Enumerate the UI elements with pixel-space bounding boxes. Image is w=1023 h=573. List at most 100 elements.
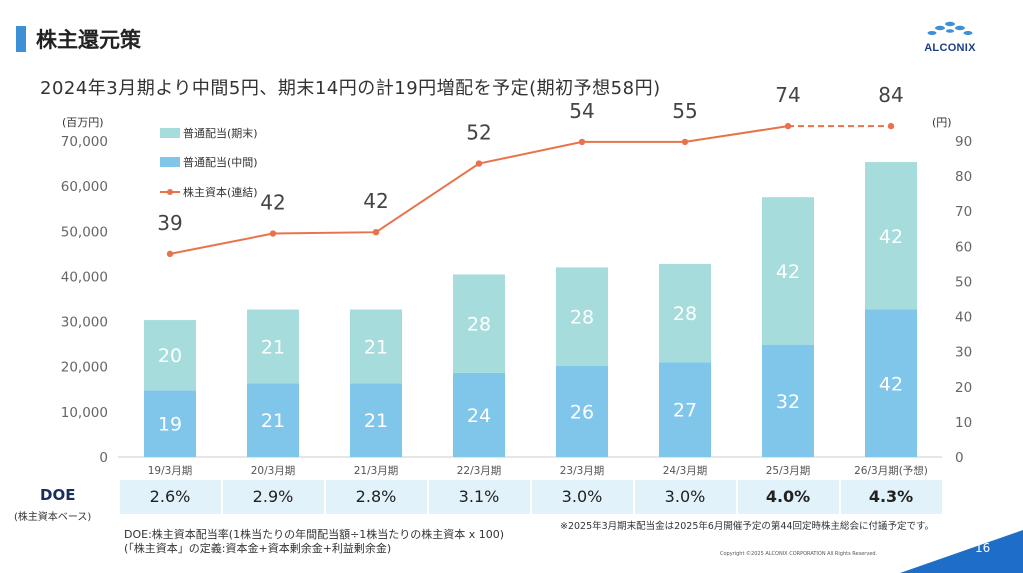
bar-year-end-dividend [659,263,711,363]
legend-entry: 普通配当(中間) [183,155,258,169]
page-subtitle: 2024年3月期より中間5円、期末14円の計19円増配を予定(期初予想58円) [40,78,661,99]
bar-interim-dividend [350,383,402,457]
x-axis-category-label: 23/3月期 [560,465,605,477]
left-axis-tick-label: 40,000 [61,269,108,285]
right-axis-tick-label: 40 [955,310,972,326]
equity-line-point [578,138,586,146]
left-axis-tick-label: 50,000 [61,224,108,240]
interim-dividend-label: 21 [364,410,388,432]
right-axis-tick-label: 0 [955,450,964,466]
left-axis-tick-label: 30,000 [61,315,108,331]
bar-interim-dividend [865,309,917,457]
page-corner-shape [900,530,1023,573]
right-axis-tick-label: 60 [955,239,972,255]
bar-interim-dividend [659,362,711,457]
left-axis-tick-label: 20,000 [61,360,108,376]
doe-sublabel: (株主資本ベース) [14,512,92,523]
bar-year-end-dividend [247,309,299,384]
x-axis-category-label: 20/3月期 [251,465,296,477]
left-axis-tick-label: 0 [99,450,108,466]
company-logo: ALCONIX [918,20,982,60]
x-axis-category-label: 22/3月期 [457,465,502,477]
logo-text: ALCONIX [924,42,976,54]
equity-line-point [166,250,174,258]
bar-year-end-dividend [865,162,917,310]
total-dividend-label: 54 [569,99,594,123]
legend-entry: 普通配当(期末) [183,126,258,140]
title-accent-bar [16,26,26,52]
bar-year-end-dividend [350,309,402,384]
bar-interim-dividend [762,344,814,457]
equity-line-point [681,138,689,146]
bar-interim-dividend [453,372,505,457]
right-axis-tick-label: 90 [955,134,972,150]
x-axis-category-label: 26/3月期(予想) [854,464,928,477]
x-axis-category-label: 25/3月期 [766,465,811,477]
right-axis-tick-label: 20 [955,380,972,396]
year-end-dividend-label: 28 [467,314,491,336]
interim-dividend-label: 21 [261,410,285,432]
legend-swatch [160,157,180,167]
interim-dividend-label: 32 [776,391,800,413]
right-axis-tick-label: 70 [955,204,972,220]
doe-value-cell: 2.8% [325,480,427,514]
total-dividend-label: 52 [466,121,491,145]
left-axis-unit: (百万円) [62,116,104,129]
doe-value-cell: 4.0% [737,480,839,514]
right-axis-tick-label: 50 [955,274,972,290]
doe-value-cell: 3.0% [531,480,633,514]
doe-value-cell: 2.6% [119,480,221,514]
dividend-2025-note: ※2025年3月期末配当金は2025年6月開催予定の第44回定時株主総会に付議予… [560,521,935,532]
equity-line-point [887,122,895,130]
total-dividend-label: 42 [260,191,285,215]
bar-year-end-dividend [144,320,196,391]
equity-line-point [372,228,380,236]
right-axis-tick-label: 80 [955,169,972,185]
equity-line-point [475,160,483,167]
year-end-dividend-label: 42 [776,261,800,283]
legend-swatch-point [167,189,173,195]
year-end-dividend-label: 20 [158,345,182,367]
equity-line-point [784,122,792,130]
left-axis-tick-label: 70,000 [61,134,108,150]
right-axis-tick-label: 10 [955,415,972,431]
page-title: 株主還元策 [36,28,141,52]
copyright-text: Copyright ©2025 ALCONIX CORPORATION All … [720,551,878,557]
x-axis-category-label: 19/3月期 [148,465,193,477]
doe-value-cell: 2.9% [222,480,324,514]
equity-definition-note: (「株主資本」の定義:資本金+資本剰余金+利益剰余金) [124,542,392,555]
bar-interim-dividend [247,383,299,457]
legend-entry: 株主資本(連結) [183,185,258,199]
total-dividend-label: 84 [878,83,903,107]
bar-year-end-dividend [453,274,505,373]
x-axis-category-label: 21/3月期 [354,465,399,477]
total-dividend-label: 55 [672,99,697,123]
x-axis-category-label: 24/3月期 [663,465,708,477]
doe-value-cell: 3.0% [634,480,736,514]
page-number: 16 [975,541,991,555]
left-axis-tick-label: 10,000 [61,405,108,421]
total-dividend-label: 39 [157,211,182,235]
alconix-logo-icon [927,21,973,35]
left-axis-tick-label: 60,000 [61,179,108,195]
right-axis-tick-label: 30 [955,345,972,361]
year-end-dividend-label: 21 [364,336,388,358]
bar-interim-dividend [144,390,196,457]
total-dividend-label: 74 [775,83,800,107]
bar-year-end-dividend [762,197,814,345]
doe-value-cell: 3.1% [428,480,530,514]
doe-label: DOE [40,486,76,504]
doe-formula-note: DOE:株主資本配当率(1株当たりの年間配当額÷1株当たりの株主資本 x 100… [124,528,505,541]
year-end-dividend-label: 42 [879,226,903,248]
right-axis-unit: (円) [932,116,952,129]
total-dividend-label: 42 [363,189,388,213]
year-end-dividend-label: 21 [261,336,285,358]
interim-dividend-label: 24 [467,405,491,427]
doe-value-cell: 4.3% [840,480,942,514]
interim-dividend-label: 19 [158,414,182,436]
interim-dividend-label: 27 [673,400,697,422]
year-end-dividend-label: 28 [673,303,697,325]
bar-interim-dividend [556,365,608,457]
equity-line-point [269,230,277,237]
dividend-chart: (百万円) 0 10,000 20,000 30,000 40,000 50,000 60,0… [61,83,972,477]
